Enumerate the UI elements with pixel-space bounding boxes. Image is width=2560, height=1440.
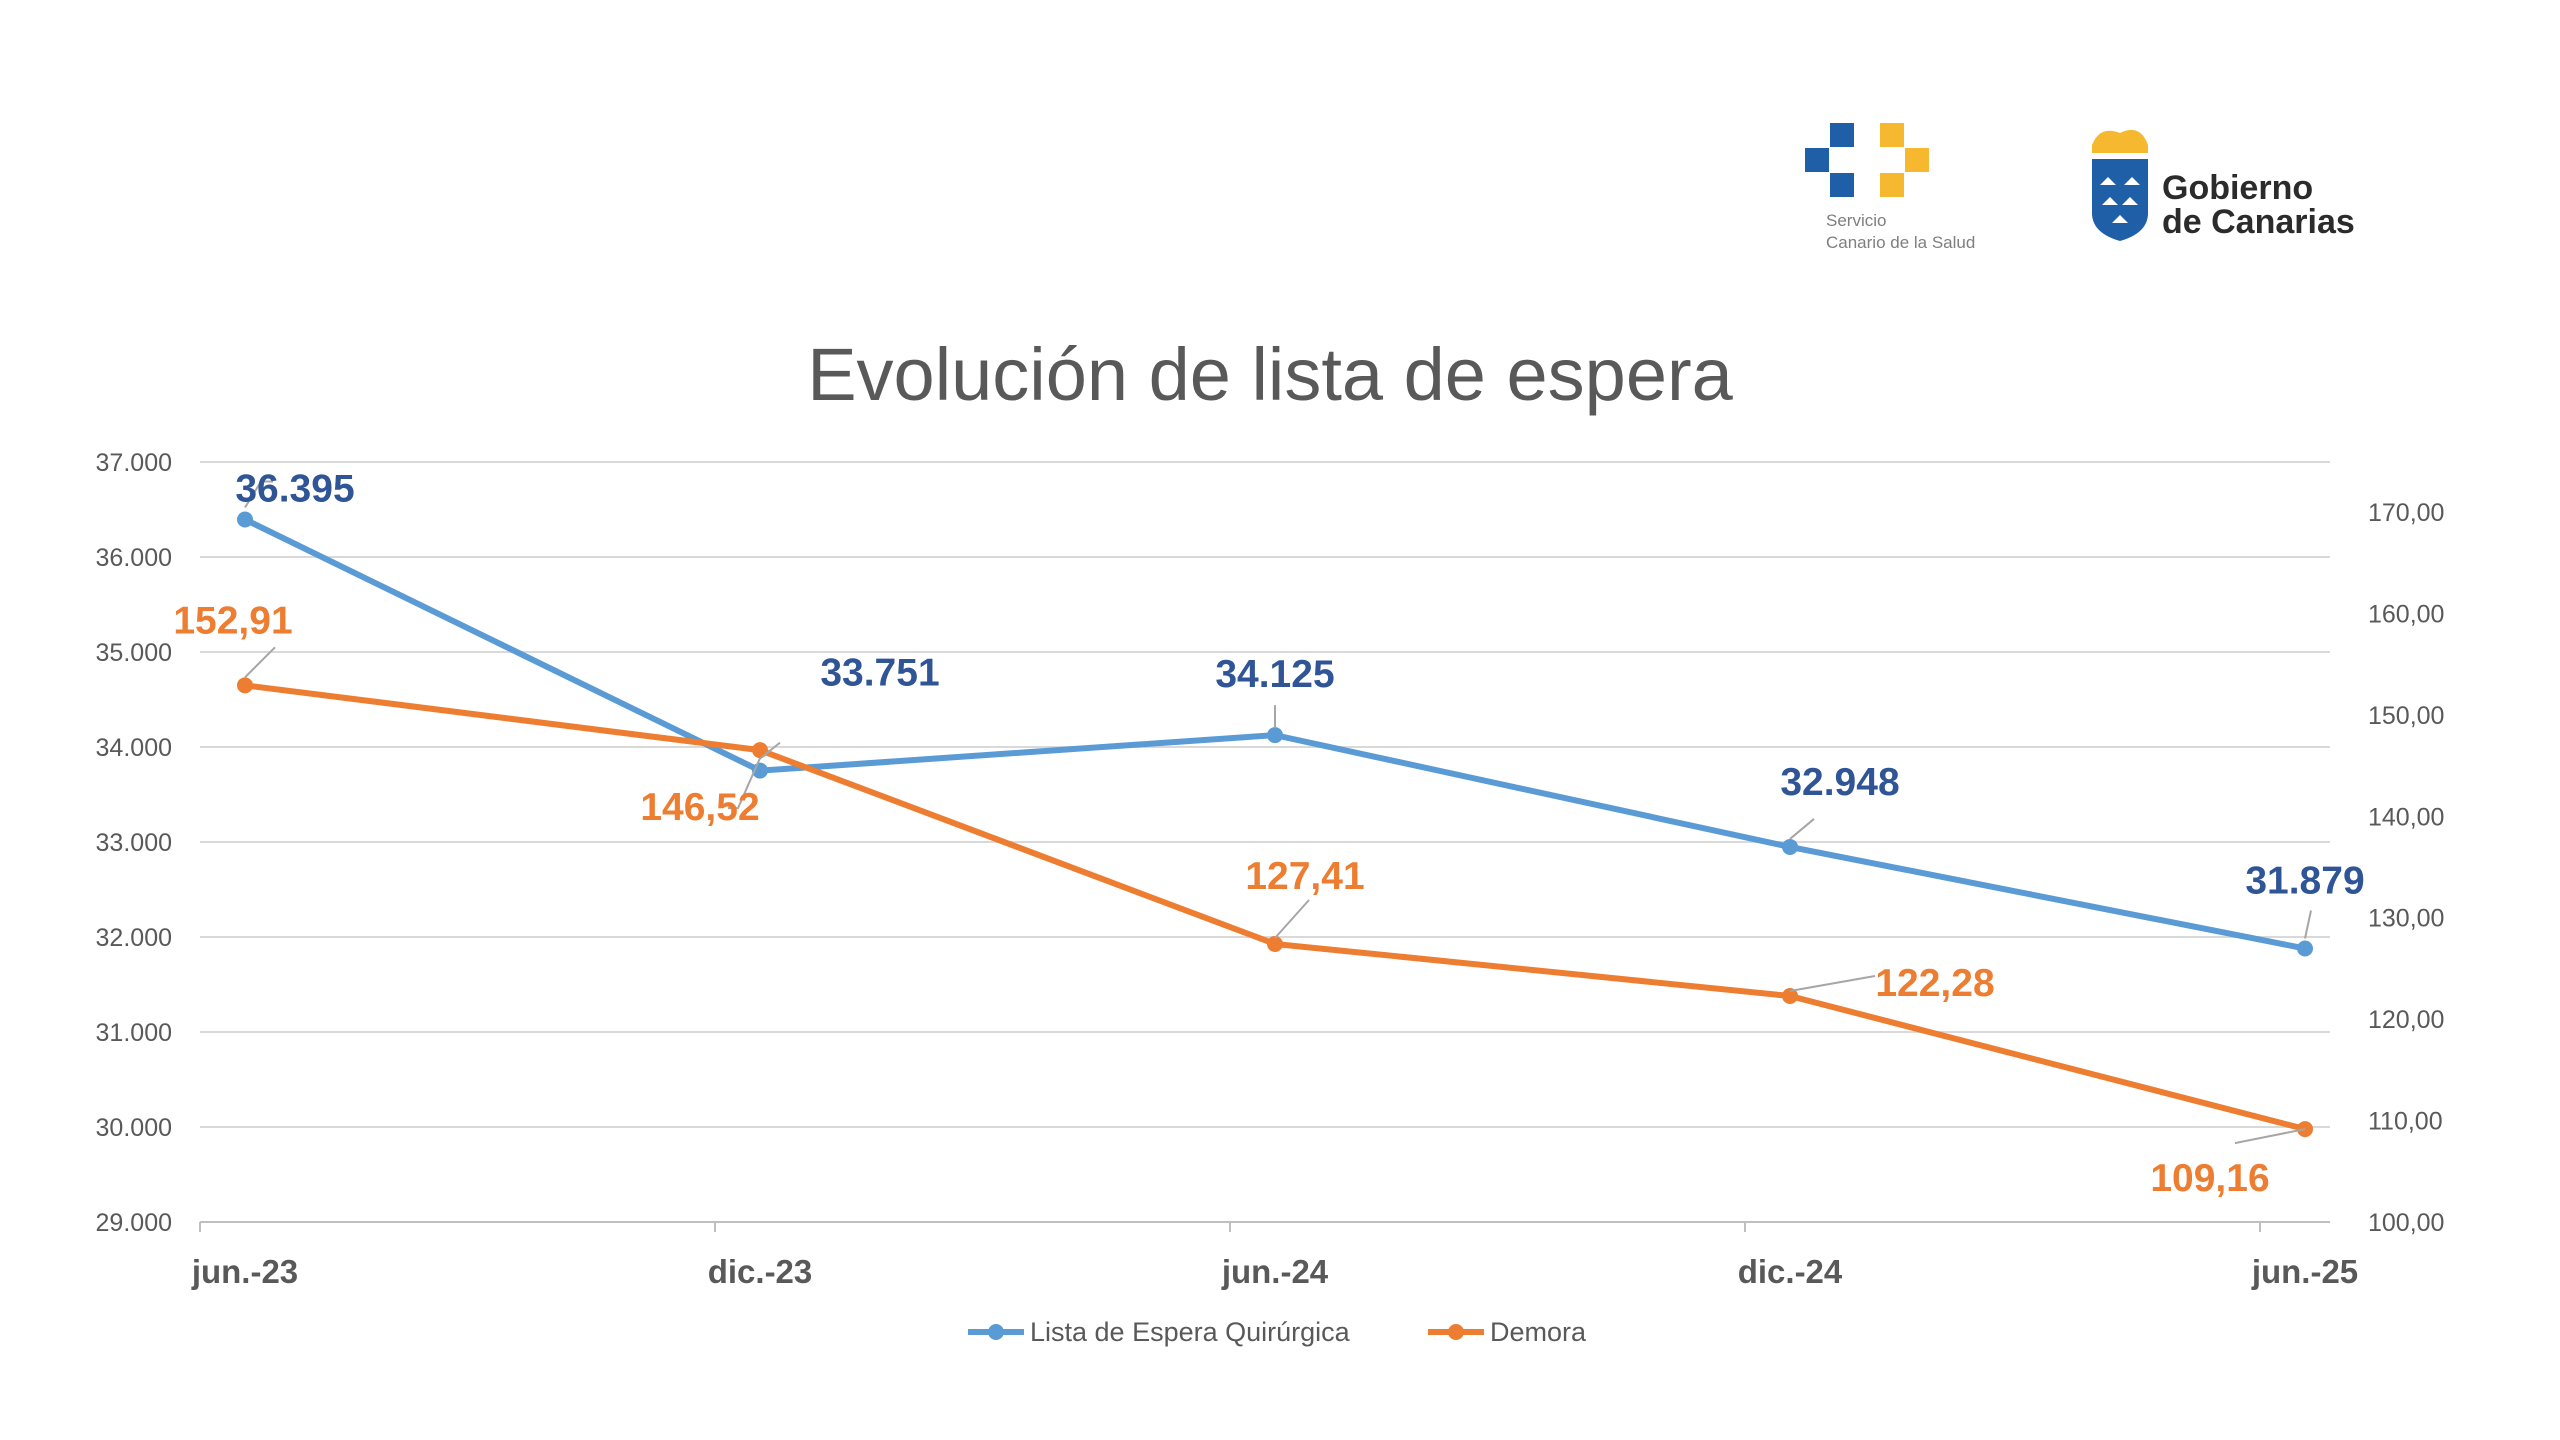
data-label: 146,52 xyxy=(640,786,759,829)
y-right-tick-label: 100,00 xyxy=(2368,1209,2444,1237)
x-category-label: dic.-24 xyxy=(1738,1253,1843,1290)
series-line-demora xyxy=(244,682,2306,1132)
data-labels: 36.395 33.751 34.125 32.948 31.879 152,91 146,… xyxy=(173,467,2364,1200)
x-category-label: jun.-23 xyxy=(191,1253,298,1290)
y-left-tick-label: 35.000 xyxy=(96,639,172,667)
data-label: 32.948 xyxy=(1780,761,1899,804)
scs-logo-text: Servicio Canario de la Salud xyxy=(1826,210,1975,254)
logos xyxy=(1805,123,2148,241)
data-label-leader xyxy=(244,480,273,508)
y-right-tick-label: 120,00 xyxy=(2368,1006,2444,1034)
data-label-leader xyxy=(1789,975,1876,993)
data-label-leader xyxy=(2234,1128,2306,1145)
x-category-label: dic.-23 xyxy=(708,1253,813,1290)
data-point xyxy=(2297,940,2313,957)
y-right-tick-label: 110,00 xyxy=(2368,1108,2443,1136)
data-point xyxy=(237,677,253,694)
y-left-tick-label: 30.000 xyxy=(96,1114,172,1142)
chart-title: Evolución de lista de espera xyxy=(807,333,1733,416)
y-left-tick-label: 31.000 xyxy=(96,1019,172,1047)
y-left-tick-label: 37.000 xyxy=(96,449,172,477)
y-left-tick-label: 34.000 xyxy=(96,734,172,762)
legend-label: Demora xyxy=(1490,1317,1587,1347)
data-point xyxy=(1267,727,1283,744)
data-point xyxy=(237,511,253,528)
y-right-tick-label: 160,00 xyxy=(2368,600,2444,628)
y-right-tick-label: 140,00 xyxy=(2368,803,2444,831)
y-right-tick-label: 170,00 xyxy=(2368,499,2444,527)
data-label: 152,91 xyxy=(173,599,292,642)
data-label: 31.879 xyxy=(2245,859,2364,902)
y-left-tick-label: 36.000 xyxy=(96,544,172,572)
y-right-tick-label: 150,00 xyxy=(2368,702,2444,730)
data-label: 127,41 xyxy=(1245,855,1364,898)
y-left-tick-label: 33.000 xyxy=(96,829,172,857)
scs-logo-line2: Canario de la Salud xyxy=(1826,233,1976,252)
gobierno-logo-line1: Gobierno xyxy=(2162,169,2314,207)
data-point xyxy=(1782,988,1798,1005)
legend: Lista de Espera Quirúrgica Demora xyxy=(968,1317,1587,1347)
scs-logo-line1: Servicio xyxy=(1826,211,1887,230)
legend-label: Lista de Espera Quirúrgica xyxy=(1030,1317,1351,1347)
axes: 29.000 30.000 31.000 32.000 33.000 34.000 35.0… xyxy=(96,449,2445,1290)
data-point xyxy=(1782,838,1798,855)
data-label: 36.395 xyxy=(235,467,354,510)
data-label-leader xyxy=(2304,910,2312,939)
legend-swatch-marker xyxy=(1448,1324,1464,1340)
data-label-leader xyxy=(759,741,781,760)
x-category-label: jun.-24 xyxy=(1221,1253,1329,1290)
data-label-leader xyxy=(728,757,761,810)
data-label-leader xyxy=(1789,818,1815,840)
data-point xyxy=(1267,935,1283,952)
legend-swatch-marker xyxy=(988,1324,1004,1340)
series-layer xyxy=(237,511,2313,1138)
data-label: 33.751 xyxy=(820,652,939,695)
y-left-tick-label: 32.000 xyxy=(96,924,172,952)
y-right-tick-label: 130,00 xyxy=(2368,905,2444,933)
gobierno-logo-line2: de Canarias xyxy=(2162,203,2355,241)
data-label-leader xyxy=(1274,899,1310,939)
gobierno-canarias-shield-icon xyxy=(2092,129,2148,241)
data-point xyxy=(752,742,768,759)
scs-logo-icon xyxy=(1805,123,1929,197)
gobierno-logo-text: Gobierno de Canarias xyxy=(2162,171,2355,239)
data-label: 122,28 xyxy=(1875,962,1994,1005)
data-label: 109,16 xyxy=(2150,1157,2269,1200)
data-label: 34.125 xyxy=(1215,653,1334,696)
data-label-leader xyxy=(244,646,276,679)
x-category-label: jun.-25 xyxy=(2251,1253,2358,1290)
gridlines xyxy=(200,461,2330,1223)
y-left-tick-label: 29.000 xyxy=(96,1209,172,1237)
